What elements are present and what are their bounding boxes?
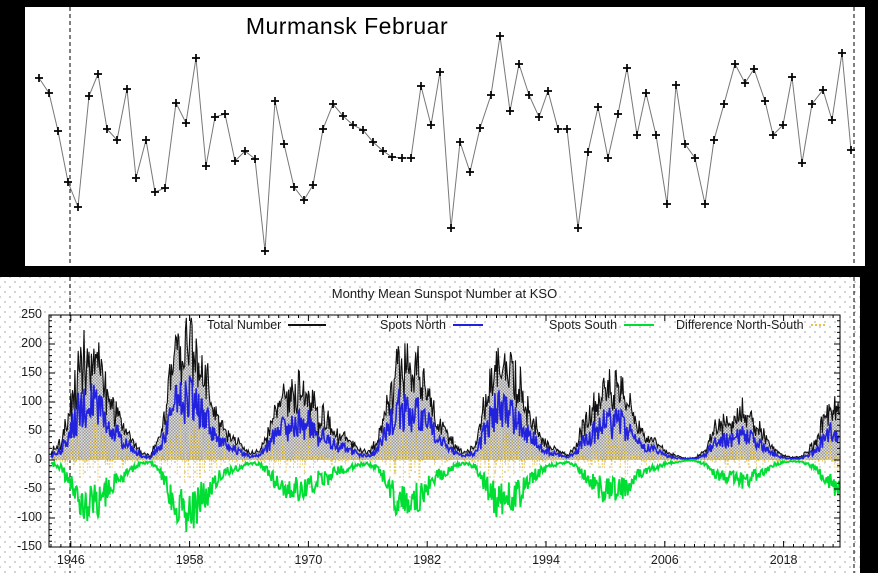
x-tick-label: 2018 [769, 553, 798, 567]
legend-line-sample [288, 323, 327, 326]
legend-item-spots-north: Spots North [380, 317, 484, 332]
legend-label: Total Number [207, 317, 282, 332]
total-number-line [50, 317, 840, 460]
axis-ticks [49, 314, 840, 548]
temperature-series-markers [35, 32, 855, 255]
legend-label: Difference North-South [676, 317, 804, 332]
legend-item-total-number: Total Number [207, 317, 327, 332]
temperature-series-line [38, 35, 852, 252]
legend-line-sample [624, 323, 655, 326]
sunspot-line-chart [48, 277, 855, 573]
x-tick-label: 1970 [294, 553, 323, 567]
x-tick-label: 2006 [650, 553, 679, 567]
y-tick-label: 150 [21, 365, 42, 379]
y-tick-label: -150 [16, 539, 42, 553]
y-tick-label: 0 [35, 452, 42, 466]
sunspot-chart-title: Monthy Mean Sunspot Number at KSO [331, 286, 558, 301]
y-tick-label: 50 [28, 423, 42, 437]
y-tick-label: 200 [21, 336, 42, 350]
x-tick-label: 1982 [413, 553, 442, 567]
sunspot-chart-panel: Monthy Mean Sunspot Number at KSO Total … [0, 277, 860, 573]
legend-item-difference-north-south: Difference North-South [676, 317, 826, 332]
legend-item-spots-south: Spots South [549, 317, 655, 332]
murmansk-chart-panel: Murmansk Februar [25, 7, 865, 266]
legend-label: Spots South [549, 317, 618, 332]
spots-south-line [50, 459, 840, 533]
spots-north-line [50, 375, 840, 461]
legend-line-sample [453, 323, 484, 326]
sunspot-series-group [50, 317, 840, 533]
x-tick-label: 1958 [175, 553, 204, 567]
murmansk-line-chart [35, 7, 855, 266]
murmansk-chart-title: Murmansk Februar [245, 13, 449, 39]
legend-line-sample [810, 323, 826, 326]
x-tick-label: 1946 [56, 553, 85, 567]
y-tick-label: -100 [16, 510, 42, 524]
y-tick-label: 250 [21, 307, 42, 321]
x-tick-label: 1994 [532, 553, 560, 567]
difference-north-south-impulses [51, 411, 840, 489]
y-tick-label: 100 [21, 394, 42, 408]
y-tick-label: -50 [23, 481, 42, 495]
legend-label: Spots North [380, 317, 447, 332]
